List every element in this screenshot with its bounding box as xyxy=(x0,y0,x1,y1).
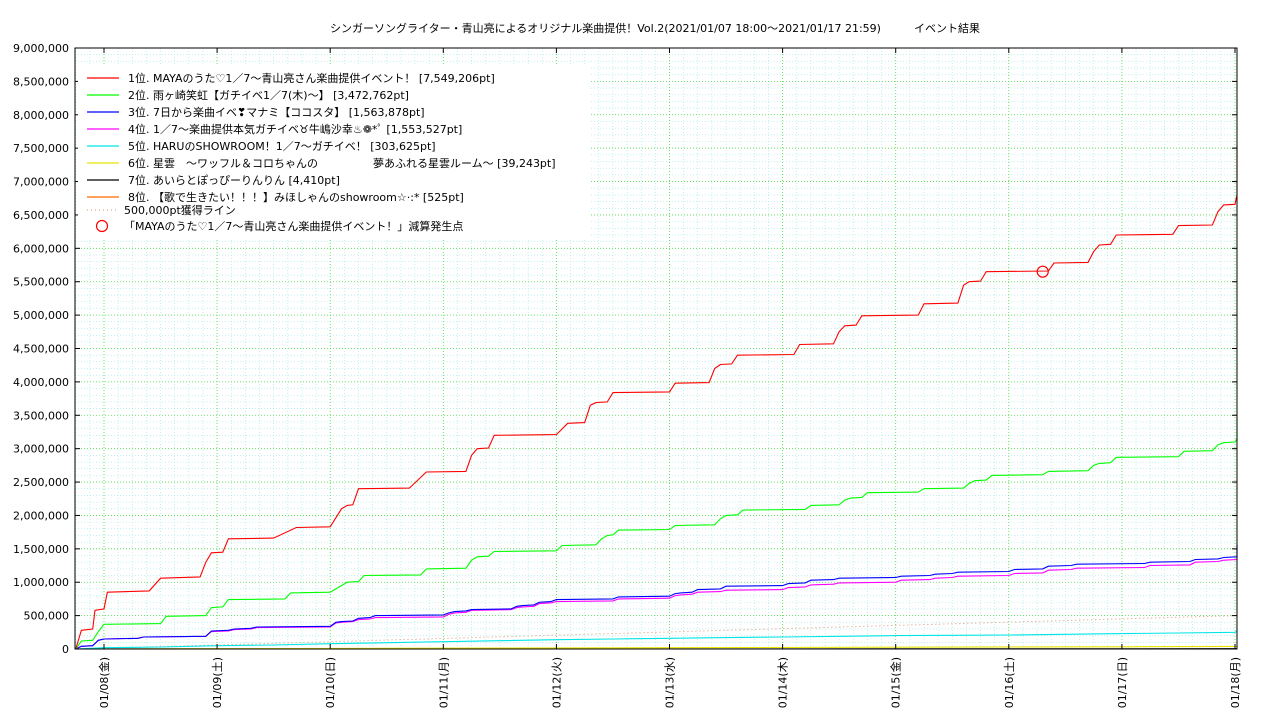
series-line-3 xyxy=(75,544,1238,650)
legend-label-threshold: 500,000pt獲得ライン xyxy=(124,204,236,217)
y-tick-label: 1,500,000 xyxy=(13,543,69,556)
legend: 1位. MAYAのうた♡1／7〜青山亮さん楽曲提供イベント！ [7,549,20… xyxy=(78,64,590,240)
legend-marker xyxy=(95,219,109,233)
y-tick-label: 1,000,000 xyxy=(13,576,69,589)
legend-label: 3位. 7日から楽曲イベ❣マナミ【ココスタ】 [1,563,878pt] xyxy=(128,105,425,119)
x-tick-label: 01/10(日) xyxy=(324,657,337,708)
legend-label: 6位. 星雲 〜ワッフル＆コロちゃんの 夢あふれる星雲ルーム〜 [39,243p… xyxy=(128,156,556,170)
x-tick-label: 01/15(金) xyxy=(889,657,903,708)
x-tick-label: 01/18(月) xyxy=(1229,657,1242,708)
legend-label-marker: 「MAYAのうた♡1／7〜青山亮さん楽曲提供イベント！」減算発生点 xyxy=(124,219,463,233)
x-axis-ticks: 01/08(金) 01/09(土) 01/10(日) 01/11(月) 01/12(火)… xyxy=(97,48,1242,708)
chart-title: シンガーソングライター・青山亮によるオリジナル楽曲提供！Vol.2(2021/0… xyxy=(330,22,980,35)
x-tick-label: 01/17(日) xyxy=(1116,657,1129,708)
y-tick-label: 3,000,000 xyxy=(13,443,69,456)
threshold-line xyxy=(75,615,1238,650)
x-tick-label: 01/16(土) xyxy=(1003,657,1016,708)
series-line-2 xyxy=(75,417,1238,650)
legend-label: 2位. 雨ヶ崎笑虹【ガチイベ1／7(木)〜】 [3,472,762pt] xyxy=(128,88,409,102)
series-line-1 xyxy=(75,144,1238,650)
marker-layer xyxy=(1036,265,1049,278)
x-tick-label: 01/11(月) xyxy=(437,657,450,708)
y-tick-label: 7,000,000 xyxy=(13,176,69,189)
grid xyxy=(75,47,1237,650)
x-tick-label: 01/09(土) xyxy=(211,657,224,708)
legend-label: 5位. HARUのSHOWROOM！1／7〜ガチイベ！ [303,625pt] xyxy=(128,139,436,153)
series-line-5 xyxy=(75,628,1238,650)
series-line-4 xyxy=(75,545,1238,650)
x-tick-label: 01/08(金) xyxy=(97,657,111,708)
legend-label: 8位. 【歌で生きたい！！！】みほしゃんのshowroom☆·:* [525pt… xyxy=(128,190,464,204)
y-tick-label: 2,500,000 xyxy=(13,476,69,489)
legend-box xyxy=(78,64,590,240)
legend-label: 7位. あいらとぽっぴーりんりん [4,410pt] xyxy=(128,173,340,187)
y-tick-label: 7,500,000 xyxy=(13,142,69,155)
y-tick-label: 8,500,000 xyxy=(13,75,69,88)
x-tick-label: 01/14(木) xyxy=(777,657,790,708)
y-tick-label: 4,500,000 xyxy=(13,343,69,356)
legend-label: 1位. MAYAのうた♡1／7〜青山亮さん楽曲提供イベント！ [7,549,20… xyxy=(128,71,495,85)
x-tick-label: 01/13(水) xyxy=(664,657,677,708)
y-tick-label: 9,000,000 xyxy=(13,42,69,55)
y-axis-ticks: 0 500,000 1,000,000 1,500,000 2,000,000 2,500… xyxy=(13,42,1237,656)
y-tick-label: 5,000,000 xyxy=(13,309,69,322)
y-tick-label: 2,000,000 xyxy=(13,509,69,522)
decrease-marker xyxy=(1036,265,1049,278)
y-tick-label: 6,000,000 xyxy=(13,242,69,255)
y-tick-label: 4,000,000 xyxy=(13,376,69,389)
x-tick-label: 01/12(火) xyxy=(550,657,563,708)
y-tick-label: 6,500,000 xyxy=(13,209,69,222)
y-tick-label: 500,000 xyxy=(24,610,70,623)
legend-label: 4位. 1／7〜楽曲提供本気ガチイベ♉牛嶋沙幸♨❁*ﾟ [1,553,527pt… xyxy=(128,122,462,136)
y-tick-label: 8,000,000 xyxy=(13,109,69,122)
y-tick-label: 0 xyxy=(62,643,69,656)
y-tick-label: 3,500,000 xyxy=(13,409,69,422)
y-tick-label: 5,500,000 xyxy=(13,276,69,289)
